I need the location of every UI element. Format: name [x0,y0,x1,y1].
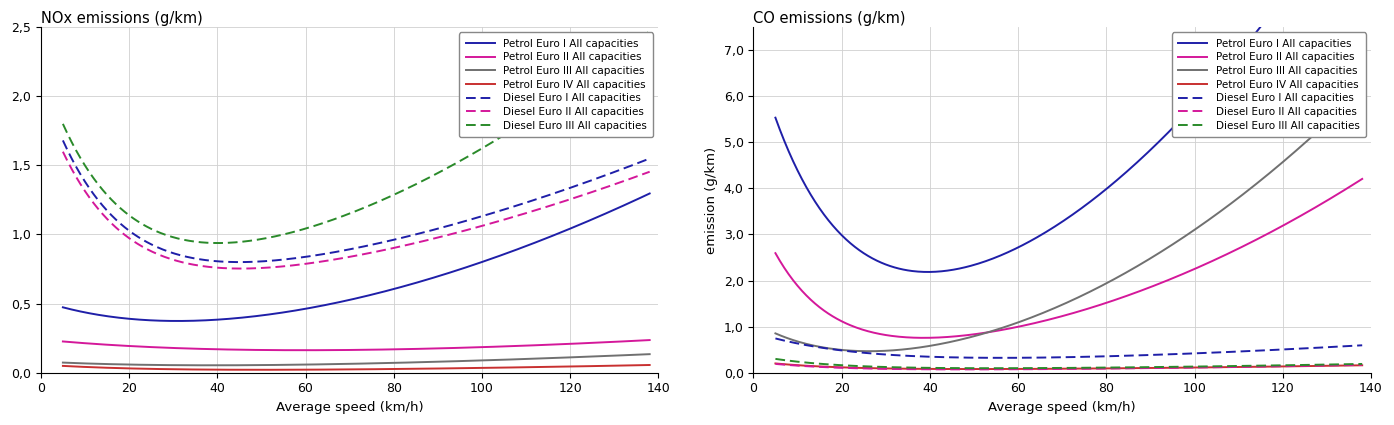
Y-axis label: emission (g/km): emission (g/km) [705,146,718,253]
X-axis label: Average speed (km/h): Average speed (km/h) [276,401,424,414]
Text: NOx emissions (g/km): NOx emissions (g/km) [40,11,202,26]
Text: CO emissions (g/km): CO emissions (g/km) [753,11,906,26]
Legend: Petrol Euro I All capacities, Petrol Euro II All capacities, Petrol Euro III All: Petrol Euro I All capacities, Petrol Eur… [1172,32,1366,137]
X-axis label: Average speed (km/h): Average speed (km/h) [988,401,1136,414]
Legend: Petrol Euro I All capacities, Petrol Euro II All capacities, Petrol Euro III All: Petrol Euro I All capacities, Petrol Eur… [460,32,654,137]
